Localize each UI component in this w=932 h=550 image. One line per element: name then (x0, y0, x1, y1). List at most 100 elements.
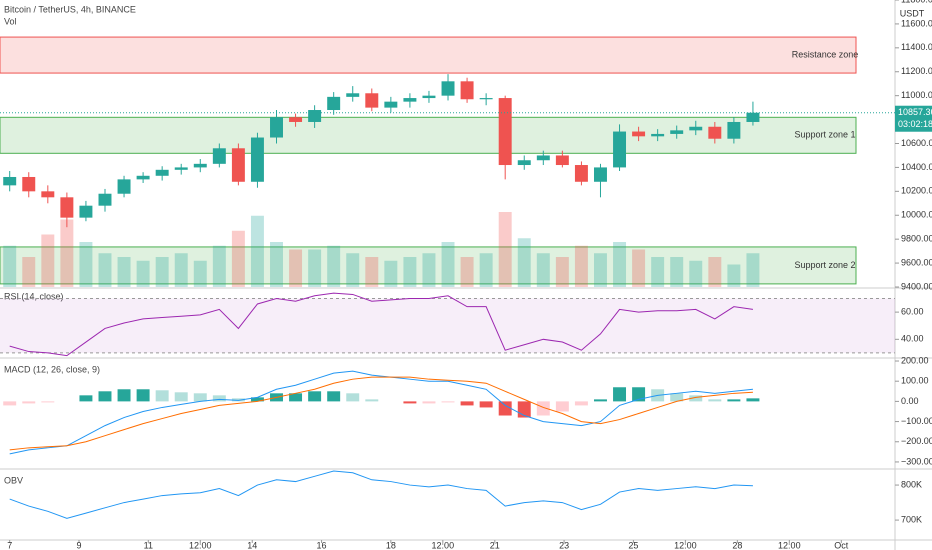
y-tick-label: 200.00 (901, 355, 929, 365)
candle-body (441, 81, 455, 96)
y-tick-label: −100.00 (901, 416, 932, 426)
volume-bar (98, 253, 112, 287)
macd-histogram-bar (289, 393, 303, 402)
candle-body (22, 176, 36, 192)
candle-body (670, 130, 684, 134)
macd-histogram-bar (98, 391, 112, 402)
volume-bar (79, 242, 93, 287)
volume-bar (308, 249, 322, 287)
volume-bar (746, 253, 760, 287)
volume-bar (346, 253, 360, 287)
volume-bar (517, 238, 531, 287)
macd-histogram-bar (365, 399, 379, 402)
zone (0, 36, 857, 74)
candle-body (651, 133, 665, 137)
macd-line (9, 376, 753, 451)
volume-bar (651, 257, 665, 287)
x-tick-label: 9 (76, 540, 81, 550)
macd-histogram-bar (593, 399, 607, 402)
volume-bar (727, 264, 741, 287)
y-tick-label: 11200.00 (901, 66, 932, 76)
candle-body (346, 93, 360, 97)
candle-body (536, 155, 550, 161)
candle-body (422, 95, 436, 99)
currency-label: USDT (900, 8, 925, 18)
candle-body (708, 126, 722, 139)
volume-bar (3, 245, 17, 287)
x-tick-label: 28 (732, 540, 742, 550)
volume-bar (60, 219, 74, 287)
candle-body (193, 163, 207, 168)
rsi-band (0, 298, 895, 353)
macd-histogram-bar (746, 398, 760, 402)
y-tick-label: 9800.00 (901, 234, 932, 244)
volume-bar (555, 257, 569, 287)
y-tick-label: 11400.00 (901, 42, 932, 52)
candle-body (231, 148, 245, 182)
volume-bar (670, 257, 684, 287)
candle-body (155, 169, 169, 176)
macd-histogram-bar (479, 401, 493, 408)
y-tick-label: 40.00 (901, 334, 924, 344)
macd-histogram-bar (441, 401, 455, 403)
candle-body (289, 117, 303, 122)
y-tick-label: 0.00 (901, 396, 919, 406)
macd-histogram-bar (460, 401, 474, 406)
macd-histogram-bar (79, 395, 93, 402)
candle-body (555, 155, 569, 166)
candle-body (270, 117, 283, 138)
candle-body (613, 131, 627, 168)
candle-body (212, 148, 226, 164)
macd-histogram-bar (117, 389, 131, 402)
candle-body (498, 98, 512, 166)
y-tick-label: 10200.00 (901, 186, 932, 196)
candle-body (117, 179, 131, 194)
macd-histogram-bar (632, 387, 646, 402)
macd-line (9, 370, 753, 455)
candle-body (136, 175, 150, 180)
volume-bar (155, 257, 169, 287)
y-tick-label: 11000.00 (901, 90, 932, 100)
rsi-line (9, 292, 754, 357)
y-tick-label: −300.00 (901, 456, 932, 466)
volume-bar (327, 245, 341, 287)
x-tick-label: 23 (559, 540, 569, 550)
y-tick-label: 11600.00 (901, 18, 932, 28)
macd-histogram-bar (212, 395, 226, 402)
candle-body (250, 137, 264, 182)
candle-body (689, 126, 703, 131)
volume-bar (289, 249, 303, 287)
macd-histogram-bar (346, 393, 360, 402)
macd-histogram-bar (250, 397, 264, 402)
macd-histogram-bar (403, 401, 417, 404)
volume-bar (403, 257, 417, 287)
y-tick-label: 9600.00 (901, 257, 932, 267)
candle-body (3, 176, 17, 186)
zone (0, 246, 857, 285)
x-tick-label: 25 (628, 540, 638, 550)
volume-bar (574, 245, 588, 287)
volume-bar (136, 260, 150, 287)
x-tick-label: 16 (317, 540, 327, 550)
candle-body (327, 96, 341, 111)
macd-histogram-bar (689, 395, 703, 402)
candle-body (574, 165, 588, 182)
macd-histogram-bar (536, 401, 550, 416)
volume-bar (270, 242, 283, 287)
volume-bar (22, 257, 36, 287)
candle-body (174, 167, 188, 170)
macd-histogram-bar (41, 401, 55, 403)
candle-body (403, 98, 417, 102)
volume-bar (613, 242, 627, 287)
volume-bar (689, 260, 703, 287)
volume-bar (460, 257, 474, 287)
candle-body (727, 121, 741, 139)
last-price-label: 10857.36 (898, 107, 932, 117)
volume-label: Vol (4, 16, 17, 26)
volume-bar (174, 253, 188, 287)
macd-histogram-bar (613, 387, 627, 402)
x-tick-label: 12:00 (432, 540, 455, 550)
volume-bar (384, 260, 398, 287)
candle-body (517, 160, 531, 166)
volume-bar (498, 212, 512, 287)
